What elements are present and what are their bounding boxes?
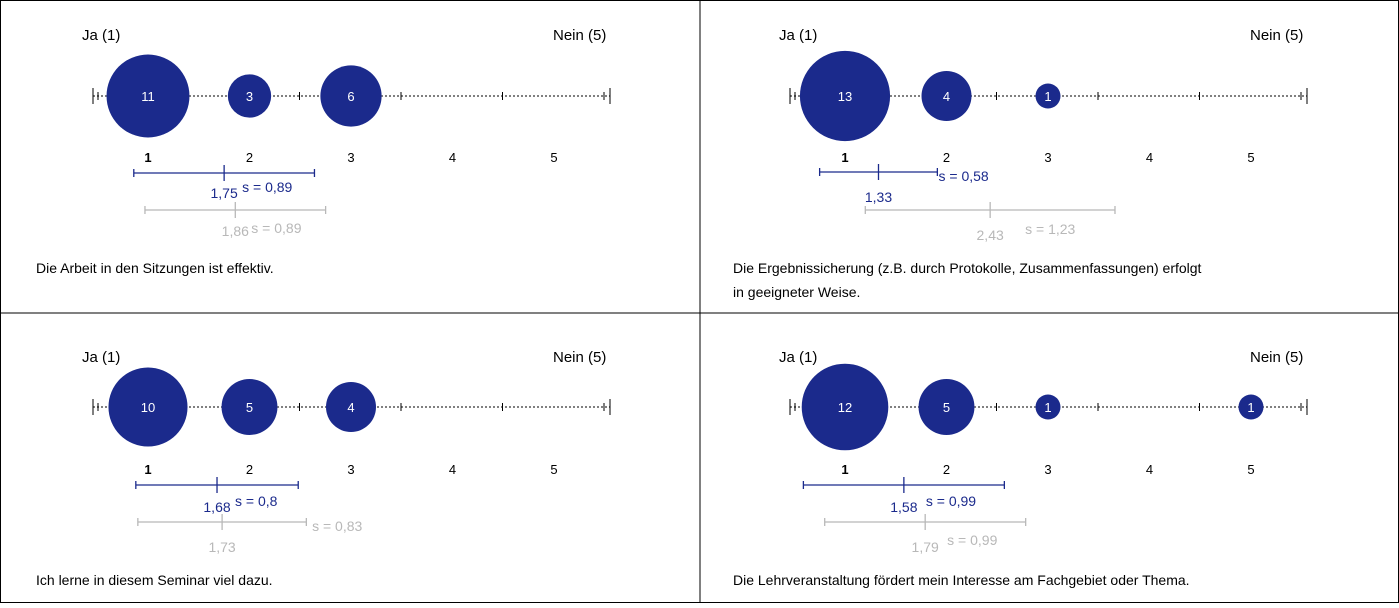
comparison-mean-label: 1,86 bbox=[222, 223, 249, 239]
count-label-1: 11 bbox=[141, 89, 155, 104]
question-text: in geeigneter Weise. bbox=[733, 284, 860, 300]
count-label-2: 5 bbox=[943, 400, 950, 415]
mean-mean-label: 1,68 bbox=[203, 499, 230, 515]
count-label-2: 5 bbox=[246, 400, 253, 415]
tick-label-2: 2 bbox=[943, 462, 950, 477]
count-label-3: 1 bbox=[1044, 89, 1051, 104]
count-bubble-3 bbox=[326, 382, 376, 432]
question-text: Ich lerne in diesem Seminar viel dazu. bbox=[36, 572, 273, 588]
count-label-3: 6 bbox=[347, 89, 354, 104]
comparison-mean-label: 1,73 bbox=[208, 539, 235, 555]
chart-panel-4: Ja (1) Nein (5)1 2 3 4 512 5 1 11,58 s = 0,991,79… bbox=[733, 349, 1308, 588]
chart-panel-3: Ja (1) Nein (5) 1 2 3 4 5 10 5 4 1,68 s = 0,8 1,73 s … bbox=[36, 349, 611, 588]
count-label-2: 4 bbox=[943, 89, 950, 104]
mean-mean-label: 1,33 bbox=[865, 189, 892, 205]
count-label-1: 13 bbox=[838, 89, 852, 104]
tick-label-4: 4 bbox=[449, 150, 456, 165]
chart-panel-1: Ja (1) Nein (5)1 2 3 4 511 3 61,75 s = 0,891,86 s… bbox=[36, 27, 611, 276]
comparison-mean-label: 1,79 bbox=[912, 539, 939, 555]
tick-label-3: 3 bbox=[347, 150, 354, 165]
mean-mean-label: 1,58 bbox=[890, 499, 917, 515]
tick-label-4: 4 bbox=[1146, 462, 1153, 477]
tick-label-5: 5 bbox=[1247, 150, 1254, 165]
count-label-3: 4 bbox=[347, 400, 354, 415]
comparison-sd-label: s = 0,89 bbox=[251, 220, 301, 236]
tick-label-1: 1 bbox=[144, 462, 151, 477]
tick-label-1: 1 bbox=[144, 150, 151, 165]
question-text: Die Arbeit in den Sitzungen ist effektiv… bbox=[36, 260, 274, 276]
tick-label-3: 3 bbox=[1044, 150, 1051, 165]
scale-right-label: Nein (5) bbox=[1250, 349, 1303, 366]
tick-label-5: 5 bbox=[1247, 462, 1254, 477]
tick-label-4: 4 bbox=[449, 462, 456, 477]
mean-sd-label: s = 0,89 bbox=[242, 179, 292, 195]
count-bubble-1 bbox=[108, 367, 188, 447]
mean-mean-label: 1,75 bbox=[211, 185, 238, 201]
count-bubble-3 bbox=[320, 65, 382, 127]
mean-sd-label: s = 0,99 bbox=[926, 493, 976, 509]
tick-label-2: 2 bbox=[246, 150, 253, 165]
count-bubble-2 bbox=[921, 71, 972, 121]
tick-label-3: 3 bbox=[1044, 462, 1051, 477]
count-label-1: 10 bbox=[141, 400, 155, 415]
scale-left-label: Ja (1) bbox=[779, 349, 817, 366]
count-label-3: 1 bbox=[1044, 400, 1051, 415]
count-label-1: 12 bbox=[838, 400, 852, 415]
count-bubble-3 bbox=[1035, 394, 1061, 420]
comparison-mean-label: 2,43 bbox=[977, 227, 1004, 243]
comparison-sd-label: s = 0,83 bbox=[312, 518, 362, 534]
scale-left-label: Ja (1) bbox=[82, 27, 120, 44]
tick-label-5: 5 bbox=[550, 462, 557, 477]
count-bubble-1 bbox=[106, 54, 190, 138]
scale-right-label: Nein (5) bbox=[1250, 27, 1303, 44]
count-bubble-5 bbox=[1238, 394, 1264, 420]
tick-label-5: 5 bbox=[550, 150, 557, 165]
scale-left-label: Ja (1) bbox=[82, 349, 120, 366]
comparison-sd-label: s = 1,23 bbox=[1025, 221, 1075, 237]
tick-label-1: 1 bbox=[841, 462, 848, 477]
scale-left-label: Ja (1) bbox=[779, 27, 817, 44]
scale-right-label: Nein (5) bbox=[553, 349, 606, 366]
comparison-sd-label: s = 0,99 bbox=[947, 532, 997, 548]
count-label-5: 1 bbox=[1247, 400, 1254, 415]
chart-panel-2: Ja (1) Nein (5) 1 2 3 4 5 13 4 1 1,33 s = 0,58 2,43 s… bbox=[733, 27, 1308, 300]
scale-right-label: Nein (5) bbox=[553, 27, 606, 44]
tick-label-3: 3 bbox=[347, 462, 354, 477]
count-bubble-1 bbox=[801, 363, 889, 451]
count-bubble-1 bbox=[799, 50, 891, 142]
mean-sd-label: s = 0,8 bbox=[235, 493, 278, 509]
tick-label-4: 4 bbox=[1146, 150, 1153, 165]
count-label-2: 3 bbox=[246, 89, 253, 104]
tick-label-2: 2 bbox=[943, 150, 950, 165]
tick-label-2: 2 bbox=[246, 462, 253, 477]
count-bubble-3 bbox=[1035, 83, 1061, 109]
count-bubble-2 bbox=[221, 379, 278, 435]
mean-sd-label: s = 0,58 bbox=[938, 168, 988, 184]
tick-label-1: 1 bbox=[841, 150, 848, 165]
question-text: Die Ergebnissicherung (z.B. durch Protok… bbox=[733, 260, 1202, 276]
count-bubble-2 bbox=[227, 74, 272, 118]
question-text: Die Lehrveranstaltung fördert mein Inter… bbox=[733, 572, 1190, 588]
count-bubble-2 bbox=[918, 379, 975, 435]
